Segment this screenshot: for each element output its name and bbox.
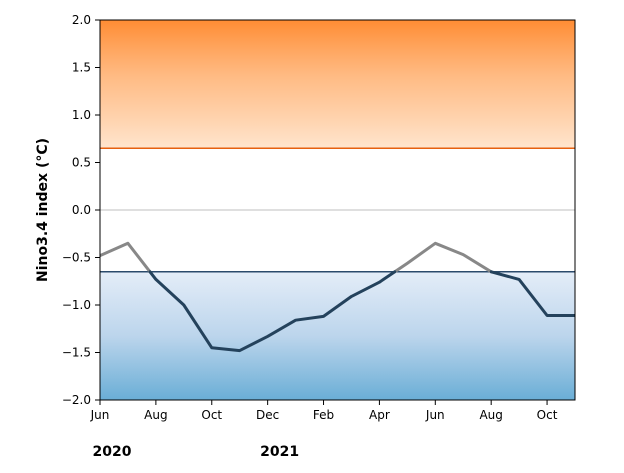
x-tick-label: Jun: [90, 408, 110, 422]
x-tick-label: Aug: [144, 408, 167, 422]
el-nino-shaded-band: [100, 20, 575, 149]
y-tick-label: 0.5: [72, 156, 91, 170]
y-tick-label: −1.0: [62, 298, 91, 312]
y-tick-label: −0.5: [62, 251, 91, 265]
nino34-la-nina-segment: [148, 270, 397, 353]
y-axis: 2.0 1.5 1.0 0.5 0.0 −0.5 −1.0 −1.5 −2.0: [62, 13, 100, 407]
nino34-neutral-segment: [100, 241, 152, 274]
y-tick-label: −2.0: [62, 393, 91, 407]
x-tick-label: Oct: [537, 408, 558, 422]
x-tick-label: Apr: [369, 408, 390, 422]
y-tick-label: −1.5: [62, 346, 91, 360]
nino34-neutral-segment: [393, 241, 493, 274]
x-axis: Jun Aug Oct Dec Feb Apr Jun Aug Oct: [90, 400, 558, 422]
year-label: 2021: [260, 444, 299, 460]
nino34-la-nina-segment: [489, 270, 575, 317]
series-group: [100, 241, 575, 353]
y-tick-label: 2.0: [72, 13, 91, 27]
x-tick-label: Jun: [425, 408, 445, 422]
la-nina-shaded-band: [100, 271, 575, 400]
year-label: 2020: [93, 444, 132, 460]
x-tick-label: Aug: [479, 408, 502, 422]
y-tick-label: 1.0: [72, 108, 91, 122]
y-tick-label: 1.5: [72, 61, 91, 75]
x-tick-label: Dec: [256, 408, 279, 422]
x-tick-label: Feb: [313, 408, 334, 422]
year-labels: 2020 2021: [93, 444, 300, 460]
y-tick-label: 0.0: [72, 203, 91, 217]
y-axis-title: Nino3.4 index (°C): [35, 138, 51, 282]
x-tick-label: Oct: [201, 408, 222, 422]
